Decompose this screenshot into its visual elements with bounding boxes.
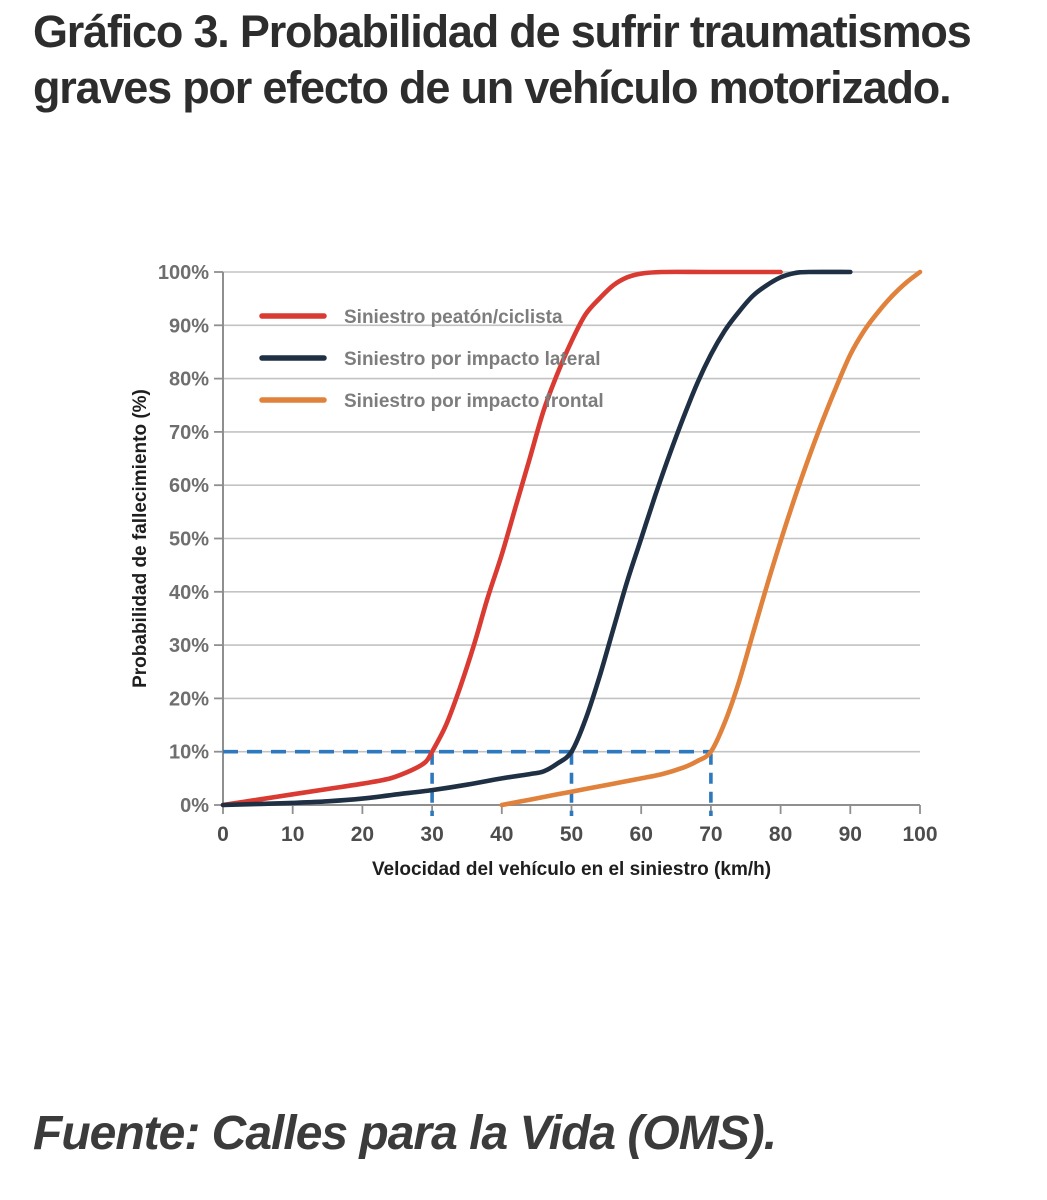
y-tick-label: 70% bbox=[169, 422, 209, 444]
x-tick-label: 60 bbox=[630, 823, 653, 846]
y-tick-label: 80% bbox=[169, 369, 209, 391]
y-tick-label: 30% bbox=[169, 635, 209, 657]
chart-figure: 0% 10% 20% 30% 40% 50% 60% 70% 80% 90% 100% 0 10 20 30… bbox=[0, 240, 1047, 890]
curve-series-2 bbox=[499, 269, 923, 808]
legend-label: Siniestro peatón/ciclista bbox=[344, 307, 563, 328]
x-tick-label: 40 bbox=[490, 823, 513, 846]
y-tick-label: 50% bbox=[169, 529, 209, 551]
y-tick-label: 0% bbox=[180, 795, 209, 817]
line-chart: 0% 10% 20% 30% 40% 50% 60% 70% 80% 90% 100% 0 10 20 30… bbox=[130, 262, 938, 880]
x-tick-label: 70 bbox=[699, 823, 722, 846]
legend-label: Siniestro por impacto lateral bbox=[344, 349, 601, 370]
source-note: Fuente: Calles para la Vida (OMS). bbox=[33, 1107, 777, 1160]
y-tick-label: 90% bbox=[169, 315, 209, 337]
legend-label: Siniestro por impacto frontal bbox=[344, 391, 604, 412]
y-tick-label: 40% bbox=[169, 582, 209, 604]
x-tick-label: 100 bbox=[902, 823, 937, 846]
x-axis-title: Velocidad del vehículo en el siniestro (… bbox=[372, 859, 771, 880]
x-tick-label: 90 bbox=[839, 823, 862, 846]
y-axis-title: Probabilidad de fallecimiento (%) bbox=[130, 389, 151, 688]
y-tick-label: 60% bbox=[169, 475, 209, 497]
x-tick-label: 20 bbox=[351, 823, 374, 846]
x-tick-label: 30 bbox=[420, 823, 443, 846]
x-tick-label: 10 bbox=[281, 823, 304, 846]
x-tick-label: 50 bbox=[560, 823, 583, 846]
x-tick-label: 0 bbox=[217, 823, 229, 846]
y-tick-label: 100% bbox=[158, 262, 209, 284]
curve-series-1 bbox=[220, 269, 853, 808]
y-tick-label: 10% bbox=[169, 742, 209, 764]
x-tick-label: 80 bbox=[769, 823, 792, 846]
page-title: Gráfico 3. Probabilidad de sufrir trauma… bbox=[33, 6, 972, 114]
curve-series-0 bbox=[220, 269, 783, 808]
y-tick-label: 20% bbox=[169, 688, 209, 710]
